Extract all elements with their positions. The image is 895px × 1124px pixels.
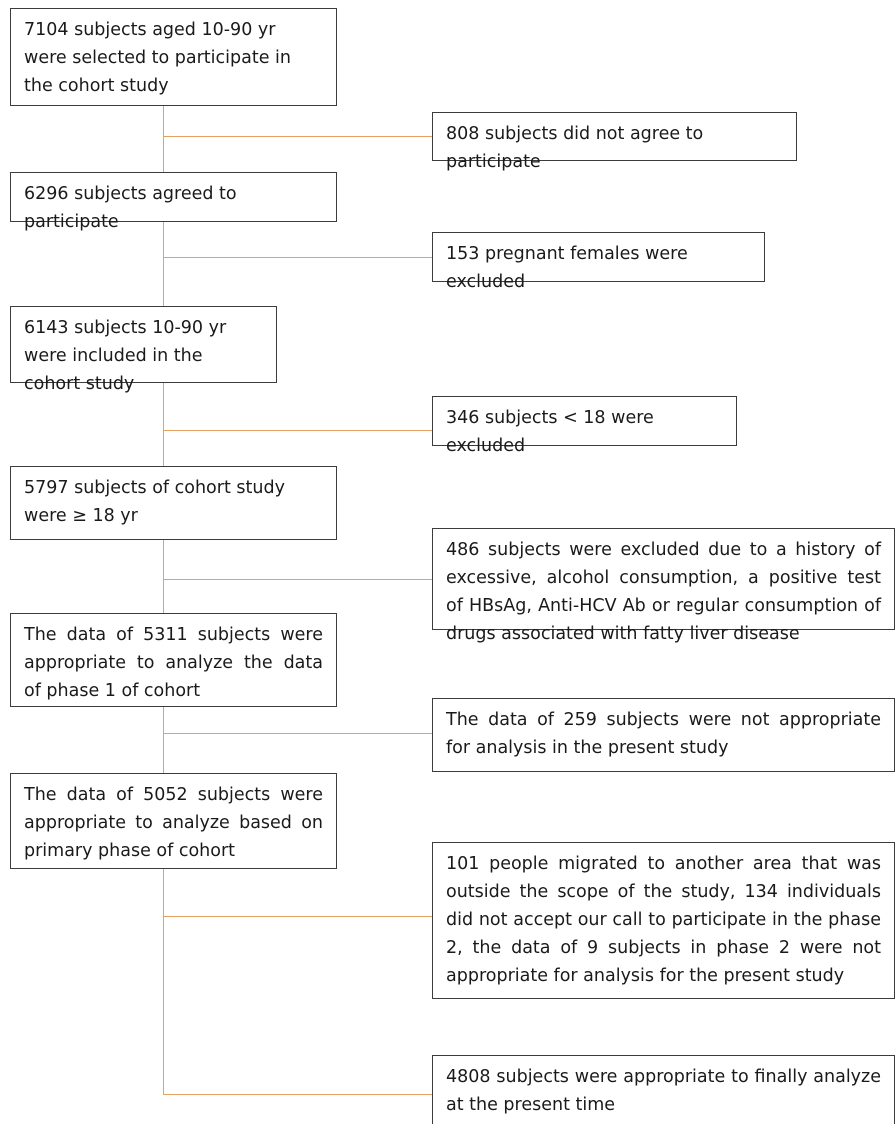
connector-branch: [163, 579, 432, 580]
flow-step-4: 5797 subjects of cohort study were ≥ 18 …: [10, 466, 337, 540]
flow-step-6: The data of 5052 subjects were appropria…: [10, 773, 337, 869]
flow-step-3: 6143 subjects 10-90 yr were included in …: [10, 306, 277, 394]
exclusion-box-4: 486 subjects were excluded due to a hist…: [432, 528, 895, 644]
connector-line: [163, 707, 164, 773]
connector-line: [163, 383, 164, 466]
flow-step-5: The data of 5311 subjects were appropria…: [10, 613, 337, 707]
connector-line: [163, 869, 164, 1094]
exclusion-box-1: 808 subjects did not agree to participat…: [432, 112, 797, 172]
connector-branch: [163, 1094, 432, 1095]
exclusion-box-2: 153 pregnant females were excluded: [432, 232, 765, 292]
connector-branch: [163, 136, 432, 137]
flow-step-1: 7104 subjects aged 10-90 yr were selecte…: [10, 8, 337, 106]
connector-line: [163, 222, 164, 306]
flow-step-2: 6296 subjects agreed to participate: [10, 172, 337, 232]
connector-branch: [163, 733, 432, 734]
exclusion-box-3: 346 subjects < 18 were excluded: [432, 396, 737, 456]
connector-branch: [163, 257, 432, 258]
final-analysis-box: 4808 subjects were appropriate to finall…: [432, 1055, 895, 1124]
exclusion-box-6: 101 people migrated to another area that…: [432, 842, 895, 999]
connector-branch: [163, 916, 432, 917]
connector-line: [163, 540, 164, 613]
connector-line: [163, 106, 164, 172]
exclusion-box-5: The data of 259 subjects were not approp…: [432, 698, 895, 772]
connector-branch: [163, 430, 432, 431]
